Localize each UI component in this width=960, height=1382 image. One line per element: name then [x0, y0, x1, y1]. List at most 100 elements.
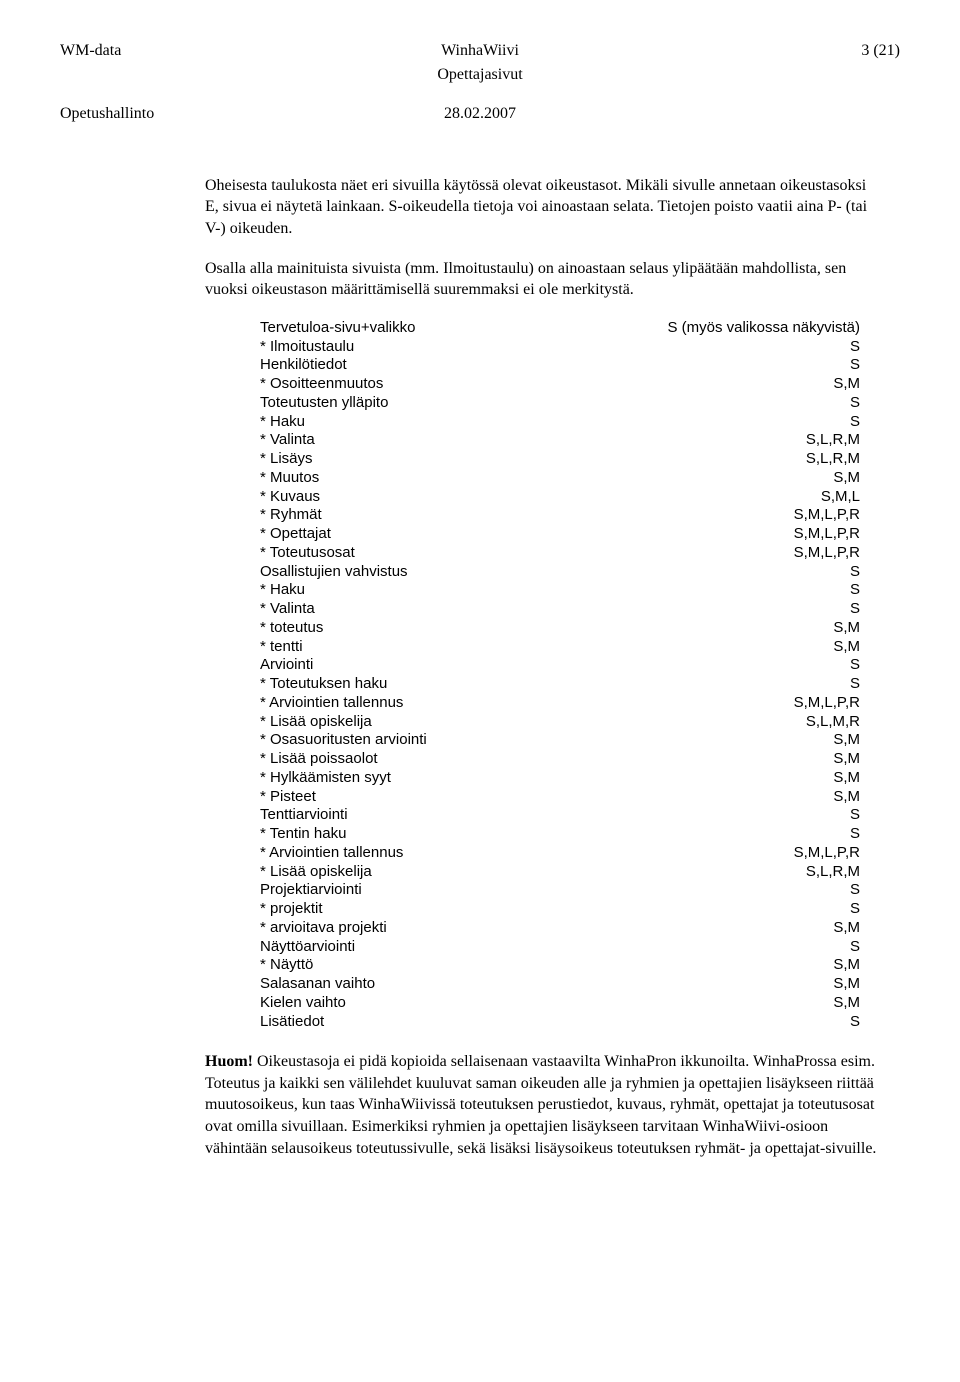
rights-label: Osallistujien vahvistus	[260, 563, 840, 582]
rights-label: * Muutos	[260, 469, 823, 488]
subheader-date: 28.02.2007	[340, 103, 620, 125]
intro-paragraph-1: Oheisesta taulukosta näet eri sivuilla k…	[205, 175, 880, 240]
rights-row: * Osasuoritusten arviointiS,M	[260, 731, 860, 750]
rights-row: * PisteetS,M	[260, 788, 860, 807]
intro-paragraph-2: Osalla alla mainituista sivuista (mm. Il…	[205, 258, 880, 301]
rights-row: * MuutosS,M	[260, 469, 860, 488]
rights-value: S,M	[823, 788, 860, 807]
rights-label: * Haku	[260, 581, 840, 600]
rights-value: S	[840, 600, 860, 619]
rights-value: S,L,R,M	[796, 863, 860, 882]
rights-value: S,L,R,M	[796, 450, 860, 469]
body-content: Oheisesta taulukosta näet eri sivuilla k…	[205, 175, 880, 1159]
page-header: WM-data WinhaWiivi 3 (21)	[60, 40, 900, 62]
rights-label: * Pisteet	[260, 788, 823, 807]
rights-label: Tervetuloa-sivu+valikko	[260, 319, 657, 338]
rights-row: * HakuS	[260, 581, 860, 600]
rights-label: * Valinta	[260, 600, 840, 619]
rights-label: * Kuvaus	[260, 488, 811, 507]
rights-row: * NäyttöS,M	[260, 956, 860, 975]
rights-label: * Tentin haku	[260, 825, 840, 844]
rights-value: S (myös valikossa näkyvistä)	[657, 319, 860, 338]
rights-row: * Toteutuksen hakuS	[260, 675, 860, 694]
rights-value: S,M	[823, 919, 860, 938]
rights-label: * toteutus	[260, 619, 823, 638]
rights-row: Kielen vaihtoS,M	[260, 994, 860, 1013]
rights-row: * KuvausS,M,L	[260, 488, 860, 507]
rights-value: S,M	[823, 956, 860, 975]
rights-label: * Lisäys	[260, 450, 796, 469]
subheader-left: Opetushallinto	[60, 103, 340, 125]
rights-row: * projektitS	[260, 900, 860, 919]
rights-value: S,M	[823, 638, 860, 657]
footer-bold-lead: Huom!	[205, 1053, 253, 1070]
rights-value: S,M	[823, 975, 860, 994]
rights-value: S	[840, 825, 860, 844]
rights-row: * HakuS	[260, 413, 860, 432]
rights-label: * Hylkäämisten syyt	[260, 769, 823, 788]
rights-row: * Arviointien tallennusS,M,L,P,R	[260, 844, 860, 863]
rights-row: * toteutusS,M	[260, 619, 860, 638]
rights-value: S,M,L,P,R	[784, 844, 860, 863]
rights-value: S	[840, 675, 860, 694]
rights-label: * Arviointien tallennus	[260, 694, 784, 713]
rights-value: S	[840, 1013, 860, 1032]
rights-label: * Lisää opiskelija	[260, 863, 796, 882]
footer-paragraph: Huom! Oikeustasoja ei pidä kopioida sell…	[205, 1051, 880, 1159]
rights-value: S	[840, 581, 860, 600]
rights-label: Henkilötiedot	[260, 356, 840, 375]
rights-label: * arvioitava projekti	[260, 919, 823, 938]
rights-value: S,M,L,P,R	[784, 694, 860, 713]
rights-label: * Haku	[260, 413, 840, 432]
rights-row: * Arviointien tallennusS,M,L,P,R	[260, 694, 860, 713]
header-left: WM-data	[60, 40, 340, 62]
rights-value: S	[840, 881, 860, 900]
rights-value: S,M	[823, 750, 860, 769]
rights-label: * projektit	[260, 900, 840, 919]
header-page-number: 3 (21)	[620, 40, 900, 62]
rights-row: * tenttiS,M	[260, 638, 860, 657]
header-center-line2: Opettajasivut	[340, 64, 620, 86]
rights-row: Tervetuloa-sivu+valikkoS (myös valikossa…	[260, 319, 860, 338]
rights-row: NäyttöarviointiS	[260, 938, 860, 957]
rights-value: S,M	[823, 994, 860, 1013]
rights-label: * Osasuoritusten arviointi	[260, 731, 823, 750]
rights-label: * Opettajat	[260, 525, 784, 544]
rights-value: S,M,L	[811, 488, 860, 507]
rights-value: S	[840, 656, 860, 675]
header-center-line1: WinhaWiivi	[340, 40, 620, 62]
rights-label: Lisätiedot	[260, 1013, 840, 1032]
rights-row: * Tentin hakuS	[260, 825, 860, 844]
rights-value: S,M	[823, 619, 860, 638]
rights-value: S	[840, 563, 860, 582]
rights-label: * Lisää poissaolot	[260, 750, 823, 769]
rights-value: S,L,M,R	[796, 713, 860, 732]
rights-label: * tentti	[260, 638, 823, 657]
rights-value: S,M	[823, 731, 860, 750]
rights-row: HenkilötiedotS	[260, 356, 860, 375]
rights-label: * Toteutuksen haku	[260, 675, 840, 694]
rights-value: S	[840, 900, 860, 919]
rights-label: * Näyttö	[260, 956, 823, 975]
rights-label: * Osoitteenmuutos	[260, 375, 823, 394]
rights-value: S,L,R,M	[796, 431, 860, 450]
rights-row: * ValintaS	[260, 600, 860, 619]
rights-row: ProjektiarviointiS	[260, 881, 860, 900]
rights-row: LisätiedotS	[260, 1013, 860, 1032]
rights-row: * IlmoitustauluS	[260, 338, 860, 357]
header-right-empty	[620, 64, 900, 86]
header-left-empty	[60, 64, 340, 86]
rights-value: S	[840, 938, 860, 957]
rights-value: S,M,L,P,R	[784, 525, 860, 544]
page-subheader: Opetushallinto 28.02.2007	[60, 103, 900, 125]
rights-label: * Arviointien tallennus	[260, 844, 784, 863]
rights-label: * Lisää opiskelija	[260, 713, 796, 732]
rights-row: TenttiarviointiS	[260, 806, 860, 825]
rights-row: * LisäysS,L,R,M	[260, 450, 860, 469]
rights-label: Salasanan vaihto	[260, 975, 823, 994]
rights-value: S	[840, 356, 860, 375]
rights-label: * Ilmoitustaulu	[260, 338, 840, 357]
rights-row: * ValintaS,L,R,M	[260, 431, 860, 450]
rights-row: * Lisää opiskelijaS,L,M,R	[260, 713, 860, 732]
rights-row: Toteutusten ylläpitoS	[260, 394, 860, 413]
